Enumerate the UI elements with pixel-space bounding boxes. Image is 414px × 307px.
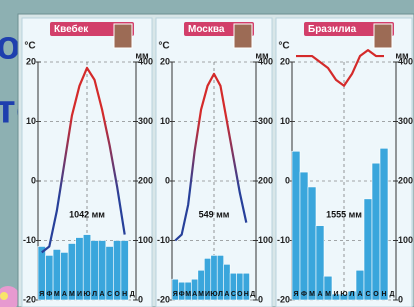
y2-tick-label: 100 — [398, 235, 413, 245]
y2-tick-label: 100 — [138, 235, 153, 245]
precipitation-bar — [372, 163, 380, 300]
x-tick-label: Я — [173, 291, 178, 298]
x-tick-label: С — [107, 291, 112, 298]
y-axis-label: °C — [158, 41, 169, 52]
x-tick-label: М — [198, 291, 204, 298]
total-label: 1555 мм — [326, 209, 362, 219]
x-tick-label: Ю — [210, 291, 217, 298]
x-tick-label: А — [357, 291, 362, 298]
x-tick-label: Ф — [301, 291, 307, 298]
y-axis-label: °C — [278, 41, 289, 52]
y2-tick-label: 0 — [398, 294, 403, 304]
x-tick-label: О — [373, 291, 379, 298]
x-tick-label: Д — [390, 291, 395, 298]
precipitation-bar — [292, 151, 300, 300]
x-tick-label: М — [185, 291, 191, 298]
x-tick-label: С — [231, 291, 236, 298]
y-tick-label: 10 — [160, 116, 170, 126]
chart-title: Квебек — [54, 23, 89, 35]
x-tick-label: Ю — [83, 291, 90, 298]
y2-tick-label: 400 — [398, 56, 413, 66]
chart-title: Бразилиа — [308, 24, 357, 35]
x-tick-label: Л — [350, 291, 355, 298]
x-tick-label: И — [333, 291, 338, 298]
x-tick-label: Н — [381, 291, 386, 298]
precipitation-bar — [364, 199, 372, 300]
x-tick-label: А — [62, 291, 67, 298]
precipitation-bar — [380, 148, 388, 300]
chart-title: Москва — [188, 24, 225, 35]
y2-tick-label: 200 — [138, 175, 153, 185]
x-tick-label: И — [77, 291, 82, 298]
x-tick-label: Д — [250, 291, 255, 298]
x-tick-label: А — [317, 291, 322, 298]
photo-icon — [234, 24, 252, 48]
total-label: 1042 мм — [69, 209, 105, 219]
x-tick-label: Н — [122, 291, 127, 298]
x-tick-label: А — [224, 291, 229, 298]
x-tick-label: И — [205, 291, 210, 298]
precipitation-bar — [308, 187, 316, 300]
x-tick-label: Д — [130, 291, 135, 298]
x-tick-label: Ф — [179, 291, 185, 298]
y-tick-label: 20 — [160, 56, 170, 66]
x-tick-label: Я — [39, 291, 44, 298]
x-tick-label: Н — [244, 291, 249, 298]
x-tick-label: Ю — [340, 291, 347, 298]
x-tick-label: Л — [218, 291, 223, 298]
x-tick-label: С — [365, 291, 370, 298]
y2-tick-label: 0 — [138, 294, 143, 304]
y-tick-label: 20 — [26, 56, 36, 66]
x-tick-label: М — [325, 291, 331, 298]
y-tick-label: 0 — [285, 175, 290, 185]
x-tick-label: О — [114, 291, 120, 298]
slide: ос те Квебек°Cмм20100-10-204003002001000… — [0, 0, 414, 307]
y2-tick-label: 100 — [258, 235, 273, 245]
x-tick-label: А — [100, 291, 105, 298]
y-axis-label: °C — [24, 41, 35, 52]
precipitation-bar — [300, 172, 308, 300]
y2-tick-label: 400 — [138, 56, 153, 66]
y-tick-label: 10 — [26, 116, 36, 126]
y2-tick-label: 300 — [398, 116, 413, 126]
x-tick-label: О — [237, 291, 243, 298]
y2-tick-label: 400 — [258, 56, 273, 66]
y2-tick-label: 200 — [398, 175, 413, 185]
x-tick-label: Я — [293, 291, 298, 298]
y-tick-label: -10 — [277, 235, 290, 245]
y-tick-label: -20 — [157, 294, 170, 304]
total-label: 549 мм — [199, 209, 230, 219]
y-tick-label: -20 — [277, 294, 290, 304]
photo-icon — [374, 24, 392, 48]
y2-tick-label: 0 — [258, 294, 263, 304]
y-tick-label: -10 — [157, 235, 170, 245]
x-tick-label: Ф — [46, 291, 52, 298]
y-tick-label: -20 — [23, 294, 36, 304]
x-tick-label: М — [69, 291, 75, 298]
y-tick-label: 20 — [280, 56, 290, 66]
y2-tick-label: 200 — [258, 175, 273, 185]
y-tick-label: -10 — [23, 235, 36, 245]
precipitation-bar — [316, 226, 324, 300]
y-tick-label: 10 — [280, 116, 290, 126]
y-tick-label: 0 — [31, 175, 36, 185]
y2-tick-label: 300 — [258, 116, 273, 126]
y-tick-label: 0 — [165, 175, 170, 185]
x-tick-label: Л — [92, 291, 97, 298]
y2-tick-label: 300 — [138, 116, 153, 126]
photo-icon — [114, 24, 132, 48]
x-tick-label: М — [309, 291, 315, 298]
x-tick-label: М — [54, 291, 60, 298]
x-tick-label: А — [192, 291, 197, 298]
